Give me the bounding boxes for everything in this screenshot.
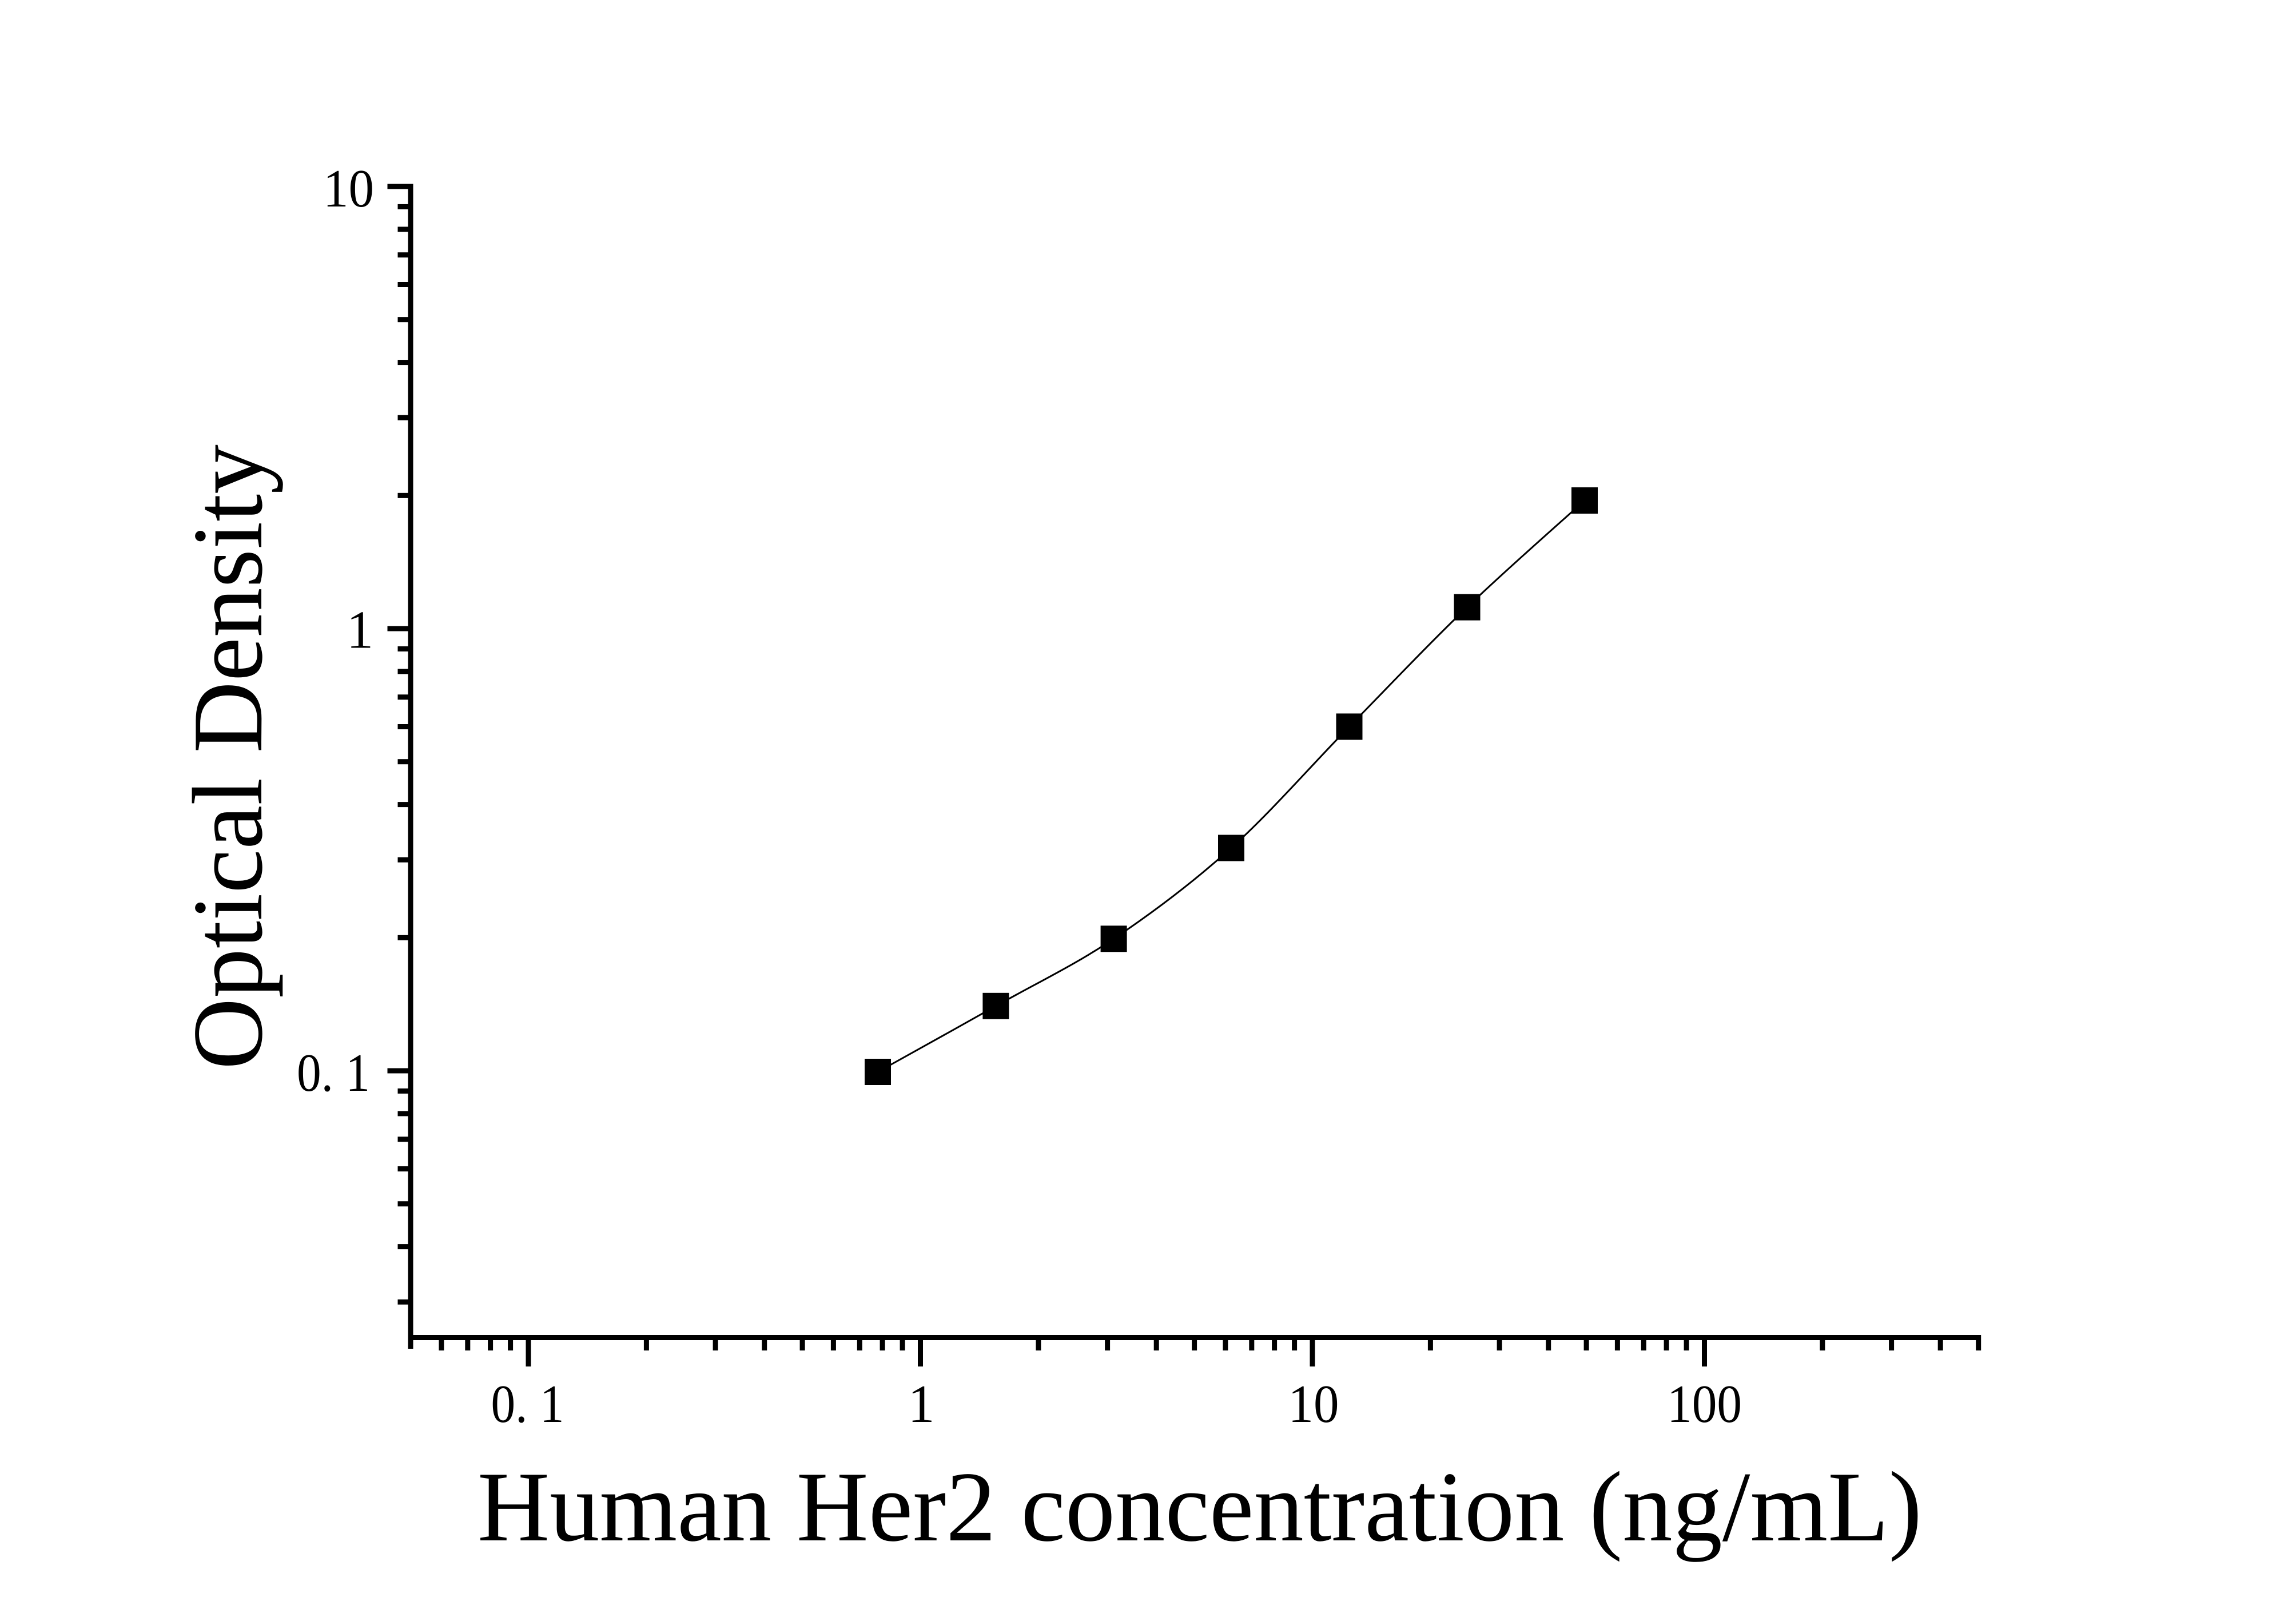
svg-text:0. 1: 0. 1: [491, 1374, 564, 1434]
svg-text:100: 100: [1667, 1374, 1742, 1434]
svg-text:Optical Density: Optical Density: [172, 444, 283, 1070]
svg-text:1: 1: [908, 1374, 935, 1434]
svg-text:Human Her2 concentration (ng/m: Human Her2 concentration (ng/mL): [477, 1451, 1922, 1562]
svg-text:10: 10: [1288, 1374, 1339, 1434]
svg-text:10: 10: [323, 159, 374, 218]
svg-text:0. 1: 0. 1: [297, 1043, 370, 1103]
svg-text:1: 1: [347, 601, 373, 660]
